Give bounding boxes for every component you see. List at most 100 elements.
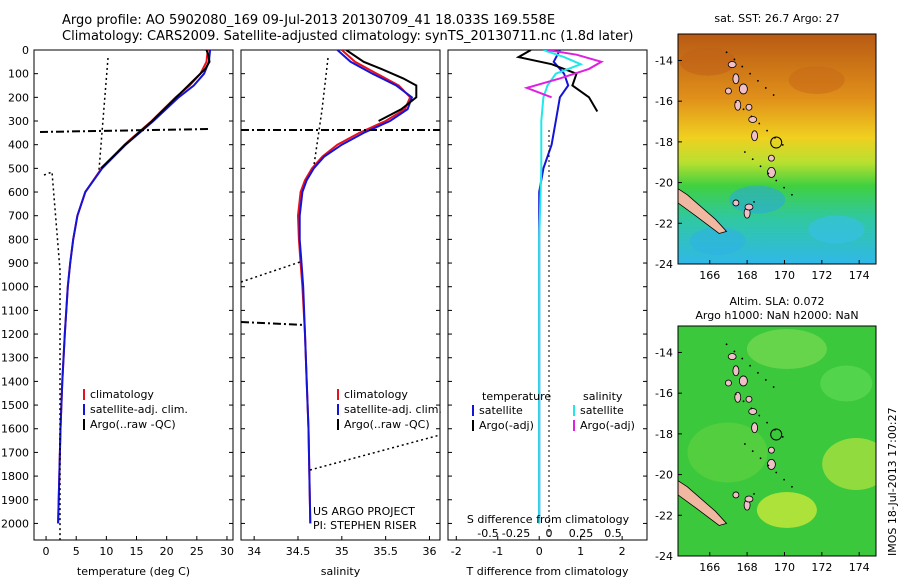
sst_map: -14 -16 -18 -20 -22 -24 166 168 170 172 174 sat. SS… xyxy=(655,12,877,282)
island-vanuatu xyxy=(725,87,732,95)
x-tick-label: 34 xyxy=(247,545,261,558)
salinity-panel: 34 34.5 35 35.5 36 salinity climatology satelli… xyxy=(240,49,442,578)
island-vanuatu xyxy=(766,167,776,178)
legend-header-temperature: temperature xyxy=(482,390,551,403)
depth-tick-label: 600 xyxy=(8,186,29,199)
x-tick-label: 10 xyxy=(99,545,113,558)
depth-tick-label: 800 xyxy=(8,233,29,246)
sst-patch xyxy=(689,227,746,255)
legend-label: climatology xyxy=(344,388,408,401)
reef-dot xyxy=(791,485,793,488)
legend-label: climatology xyxy=(90,388,154,401)
depth-tick-label: 1700 xyxy=(1,446,29,459)
reef-dot xyxy=(757,371,759,374)
island-vanuatu xyxy=(727,61,737,68)
x-tick-label: 1 xyxy=(577,545,584,558)
reef-dot xyxy=(751,450,754,453)
depth-tick-label: 1500 xyxy=(1,399,29,412)
legend-label: Argo(-adj) xyxy=(580,419,635,432)
difference-series-s-argo xyxy=(523,50,604,99)
reef-dot xyxy=(741,65,744,68)
map-x-tick-label: 166 xyxy=(699,561,720,574)
depth-tick-label: 1000 xyxy=(1,281,29,294)
reef-dot xyxy=(751,158,754,161)
island-vanuatu xyxy=(732,73,740,85)
reef-dot xyxy=(775,179,778,182)
map-x-tick-label: 168 xyxy=(737,561,758,574)
map-x-tick-label: 168 xyxy=(737,269,758,282)
sst-patch xyxy=(808,215,865,244)
sla-patch xyxy=(820,365,873,402)
difference-xlabel: T difference from climatology xyxy=(466,565,629,578)
reef-dot xyxy=(743,151,746,153)
island-vanuatu xyxy=(766,459,776,470)
depth-tick-label: 1900 xyxy=(1,494,29,507)
reef-dot xyxy=(753,201,755,203)
temperature-xlabel: temperature (deg C) xyxy=(77,565,190,578)
map-x-tick-label: 174 xyxy=(849,269,870,282)
legend-label: satellite-adj. clim. xyxy=(90,403,188,416)
temperature-panel: 0100200300400500600700800900100011001200… xyxy=(1,44,234,578)
x-tick-label: 20 xyxy=(160,545,174,558)
depth-tick-label: 400 xyxy=(8,139,29,152)
diff-s-tick-label: 0.5 xyxy=(604,527,622,540)
legend-label: satellite xyxy=(479,404,523,417)
island-vanuatu xyxy=(751,130,758,142)
map-y-tick-label: -24 xyxy=(655,258,673,271)
x-tick-label: 2 xyxy=(619,545,626,558)
depth-tick-label: 300 xyxy=(8,115,29,128)
island-vanuatu xyxy=(744,495,754,503)
depth-tick-label: 1800 xyxy=(1,470,29,483)
salinity-axes-box xyxy=(240,49,441,541)
island-vanuatu xyxy=(748,408,758,415)
island-vanuatu xyxy=(767,446,775,454)
island-vanuatu xyxy=(725,379,732,387)
map-y-tick-label: -16 xyxy=(655,95,673,108)
reef-dot xyxy=(766,129,768,132)
x-tick-label: 5 xyxy=(73,545,80,558)
reef-dot xyxy=(764,87,767,89)
reef-dot xyxy=(750,407,753,410)
reef-dot xyxy=(725,343,728,346)
reef-dot xyxy=(742,400,745,403)
difference-axes-box xyxy=(447,49,648,541)
credit-pi: PI: STEPHEN RISER xyxy=(313,519,417,532)
island-vanuatu xyxy=(748,116,758,123)
reef-dot xyxy=(734,393,737,396)
reef-dot xyxy=(781,144,784,146)
map-axes-box xyxy=(677,325,877,557)
reef-dot xyxy=(725,51,728,54)
diff-s-tick-label: -0.5 xyxy=(477,527,498,540)
map-x-tick-label: 170 xyxy=(774,269,795,282)
x-tick-label: 36 xyxy=(422,545,436,558)
map-axes-box xyxy=(677,33,877,265)
island-new-caledonia xyxy=(678,188,728,234)
map-x-tick-label: 166 xyxy=(699,269,720,282)
reef-dot xyxy=(749,364,752,367)
map-y-tick-label: -20 xyxy=(655,177,673,190)
reef-dot xyxy=(750,115,753,118)
legend-label: Argo(..raw -QC) xyxy=(344,418,430,431)
reef-dot xyxy=(775,471,778,474)
reef-dot xyxy=(741,357,744,360)
island-vanuatu xyxy=(732,199,740,207)
salinity-series-satellite xyxy=(298,50,414,524)
temperature-axes-box xyxy=(33,49,234,541)
map-y-tick-label: -22 xyxy=(655,509,673,522)
island-vanuatu xyxy=(727,353,737,360)
reef-dot xyxy=(767,172,770,175)
island-vanuatu xyxy=(745,395,753,403)
reef-dot xyxy=(742,108,745,111)
diff-s-tick-label: 0.25 xyxy=(569,527,594,540)
depth-tick-label: 700 xyxy=(8,210,29,223)
depth-tick-label: 1400 xyxy=(1,375,29,388)
map-y-tick-label: -18 xyxy=(655,428,673,441)
diff-s-xlabel: S difference from climatology xyxy=(467,513,630,526)
x-tick-label: 30 xyxy=(220,545,234,558)
figure-title-line1: Argo profile: AO 5902080_169 09-Jul-2013… xyxy=(62,13,556,28)
reef-dot xyxy=(767,464,770,467)
island-vanuatu xyxy=(732,365,740,377)
reef-dot xyxy=(758,414,761,417)
legend-label: satellite-adj. clim. xyxy=(344,403,442,416)
